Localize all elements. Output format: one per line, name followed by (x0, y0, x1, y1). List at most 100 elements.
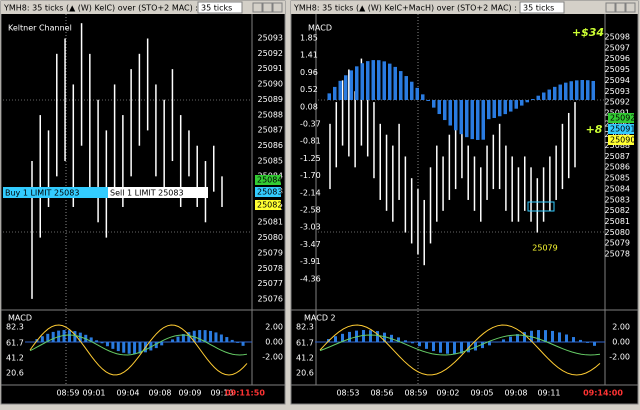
macd-label: -2.58 (300, 206, 321, 215)
macd-histogram (361, 63, 365, 100)
macd-histogram (520, 100, 524, 106)
macd-label: -1.70 (300, 171, 321, 180)
macd-histogram (493, 100, 497, 118)
indicator-histogram (133, 342, 136, 354)
indicator-left-label: 82.3 (6, 323, 24, 332)
indicator-name: MACD 2 (304, 314, 336, 323)
price-label: 25087 (258, 126, 283, 135)
macd-label: 1.85 (300, 34, 318, 43)
price-label: 25078 (258, 264, 283, 273)
macd-histogram (564, 83, 568, 100)
macd-histogram (388, 64, 392, 100)
window-button[interactable] (606, 3, 615, 12)
indicator-histogram (453, 342, 456, 354)
macd-histogram (526, 100, 530, 102)
macd-histogram (333, 87, 337, 100)
time-label: 09:01 (82, 389, 105, 398)
indicator-histogram (369, 330, 372, 342)
indicator-histogram (231, 340, 234, 342)
clock: 09:14:00 (583, 389, 623, 398)
price-label: 25079 (605, 239, 630, 248)
price-label: 25078 (605, 250, 630, 259)
indicator-histogram (551, 331, 554, 342)
indicator-right-label: -2.00 (609, 353, 630, 362)
window-button[interactable] (626, 3, 635, 12)
time-label: 08:53 (336, 389, 359, 398)
price-label: 25086 (605, 163, 630, 172)
macd-histogram (427, 100, 431, 101)
macd-histogram (449, 100, 453, 126)
window-button[interactable] (616, 3, 625, 12)
indicator-histogram (236, 342, 239, 343)
time-label: 09:11 (537, 389, 560, 398)
macd-histogram (460, 100, 464, 134)
price-label: 25081 (605, 217, 630, 226)
indicator-histogram (502, 339, 505, 342)
window-button[interactable] (273, 3, 282, 12)
macd-histogram (410, 82, 414, 100)
time-label: 09:08 (504, 389, 527, 398)
macd-histogram (454, 100, 458, 130)
macd-histogram (531, 99, 535, 100)
indicator-left-label: 61.7 (296, 339, 314, 348)
price-label: 25093 (605, 87, 630, 96)
price-label: 25079 (258, 248, 283, 257)
time-label: 09:05 (470, 389, 493, 398)
price-label: 25082 (605, 206, 630, 215)
indicator-right-label: 0.00 (265, 338, 283, 347)
price-label: 25080 (258, 233, 283, 242)
price-badge-label: 25082 (257, 201, 282, 210)
time-label: 08:59 (56, 389, 79, 398)
price-label: 25088 (258, 110, 283, 119)
macd-label: 0.52 (300, 85, 318, 94)
macd-label: 1.41 (300, 51, 318, 60)
indicator-histogram (439, 342, 442, 353)
macd-label: -0.81 (300, 137, 321, 146)
indicator-histogram (509, 337, 512, 342)
indicator-left-label: 20.6 (6, 369, 24, 378)
indicator-histogram (404, 340, 407, 342)
indicator-right-label: 2.00 (265, 323, 283, 332)
indicator-histogram (572, 337, 575, 342)
macd-histogram (438, 100, 442, 114)
price-label: 25084 (605, 184, 630, 193)
ticks-dropdown-label[interactable]: 35 ticks (201, 4, 232, 13)
price-label: 25085 (258, 156, 283, 165)
indicator-histogram (214, 332, 217, 342)
macd-histogram (504, 100, 508, 114)
indicator-left-label: 61.7 (6, 339, 24, 348)
target-label: 25079 (532, 244, 557, 253)
macd-label: -4.36 (300, 274, 321, 283)
indicator-histogram (488, 342, 491, 345)
macd-label: -0.37 (300, 120, 321, 129)
indicator-histogram (334, 336, 337, 342)
overlay-label: MACD (308, 24, 332, 33)
macd-histogram (405, 76, 409, 100)
indicator-histogram (586, 342, 589, 343)
indicator-histogram (52, 332, 55, 342)
indicator-histogram (348, 332, 351, 342)
macd-histogram (471, 100, 475, 139)
indicator-histogram (111, 342, 114, 349)
window-button[interactable] (263, 3, 272, 12)
macd-histogram (581, 80, 585, 100)
price-label: 25087 (605, 152, 630, 161)
buy-order-label[interactable]: Buy 1 LIMIT 25083 (5, 189, 79, 198)
macd-histogram (498, 100, 502, 116)
window-button[interactable] (253, 3, 262, 12)
price-label: 25090 (258, 80, 283, 89)
indicator-histogram (544, 330, 547, 342)
macd-histogram (592, 81, 596, 100)
sell-order-label[interactable]: Sell 1 LIMIT 25083 (110, 189, 184, 198)
indicator-histogram (204, 330, 207, 342)
indicator-histogram (220, 335, 223, 342)
time-label: 09:08 (148, 389, 171, 398)
macd-histogram (416, 88, 420, 100)
macd-histogram (394, 67, 398, 100)
ticks-dropdown-label[interactable]: 35 ticks (523, 4, 554, 13)
indicator-histogram (593, 342, 596, 346)
macd-histogram (482, 100, 486, 140)
price-label: 25097 (605, 43, 630, 52)
indicator-histogram (198, 330, 201, 342)
